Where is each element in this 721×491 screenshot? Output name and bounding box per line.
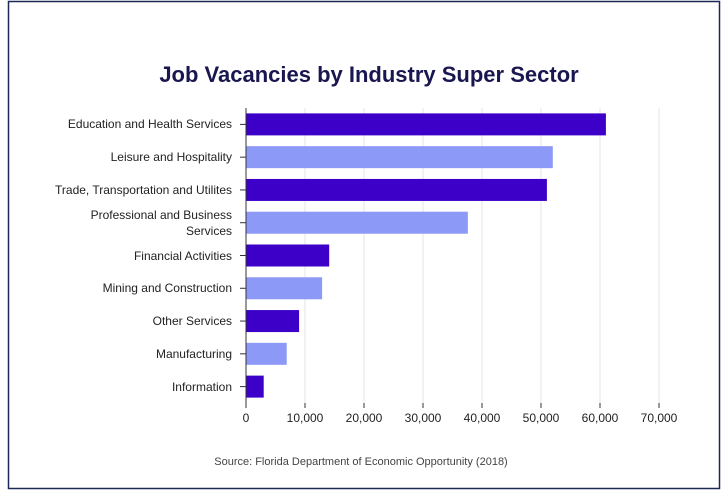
y-label-box: Financial Activities: [133, 248, 232, 263]
bar: [246, 244, 330, 267]
y-tick-label: Trade, Transportation and Utilites: [55, 182, 232, 197]
x-tick-label: 70,000: [641, 411, 678, 425]
y-tick-label: Professional and Business Services: [90, 207, 232, 238]
y-tick-label: Leisure and Hospitality: [110, 150, 232, 165]
bar: [246, 342, 287, 365]
frame: [7, 0, 721, 490]
x-tick-label: 0: [243, 411, 250, 425]
y-tick-label: Mining and Construction: [102, 281, 232, 296]
x-tick-label: 40,000: [464, 411, 501, 425]
x-tick-label: 30,000: [405, 411, 442, 425]
x-tick-label: 20,000: [346, 411, 383, 425]
y-label-box: Education and Health Services: [67, 117, 232, 132]
y-tick-label: Education and Health Services: [67, 117, 232, 132]
bar: [246, 113, 606, 136]
bar: [246, 146, 553, 169]
y-label-box: Trade, Transportation and Utilites: [55, 182, 232, 197]
bar: [246, 178, 547, 201]
y-tick-label: Other Services: [152, 314, 232, 329]
source-note: Source: Florida Department of Economic O…: [214, 456, 507, 468]
x-tick-label: 50,000: [523, 411, 560, 425]
y-label-box: Leisure and Hospitality: [110, 150, 232, 165]
chart-title: Job Vacancies by Industry Super Sector: [159, 62, 579, 87]
bar: [246, 375, 264, 398]
y-label-box: Professional and Business Services: [90, 207, 232, 238]
bar: [246, 211, 468, 234]
y-tick-label: Information: [171, 379, 232, 394]
y-label-box: Mining and Construction: [102, 281, 232, 296]
bar: [246, 310, 300, 333]
y-tick-label: Manufacturing: [155, 346, 232, 361]
y-tick-label: Financial Activities: [133, 248, 232, 263]
x-tick-label: 60,000: [582, 411, 619, 425]
y-label-box: Other Services: [152, 314, 232, 329]
y-label-box: Manufacturing: [155, 346, 232, 361]
bar: [246, 277, 323, 300]
y-label-box: Information: [171, 379, 232, 394]
x-tick-label: 10,000: [287, 411, 324, 425]
